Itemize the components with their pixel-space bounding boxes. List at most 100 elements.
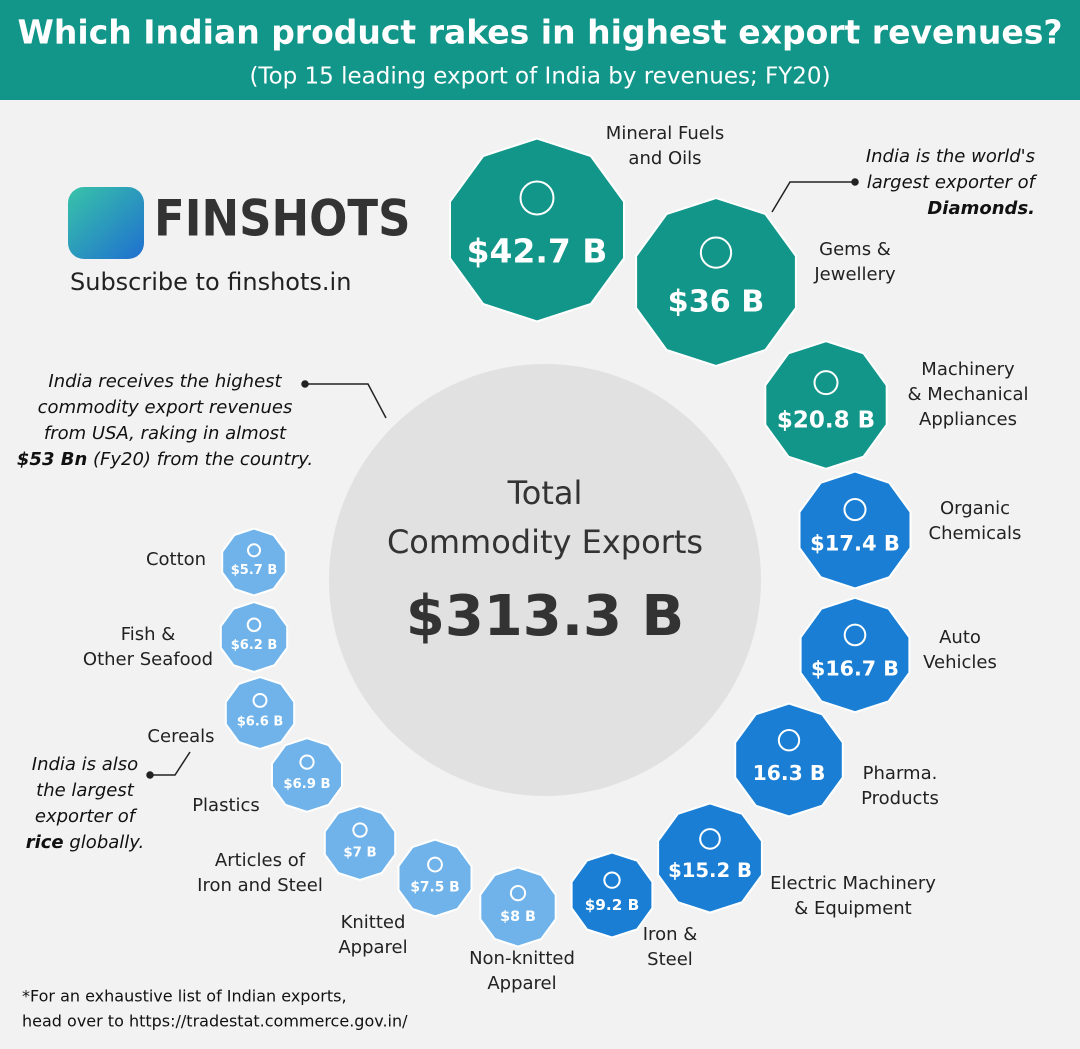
badge-icon <box>246 617 262 633</box>
badge-icon <box>509 885 527 902</box>
item-label: Electric Machinery <box>770 873 936 894</box>
annotation-line: rice globally. <box>26 832 145 853</box>
badge-icon <box>813 370 839 396</box>
badge-value: $17.4 B <box>810 531 900 556</box>
item-label: Fish & <box>121 624 176 645</box>
logo <box>68 187 144 259</box>
export-badge <box>224 675 296 751</box>
annotation-line: India receives the highest <box>48 371 282 392</box>
item-label: Other Seafood <box>83 649 213 670</box>
export-badge <box>397 838 473 918</box>
item-label: Non-knitted <box>469 948 575 969</box>
item-label: Auto <box>939 627 981 648</box>
export-badge <box>657 802 763 914</box>
total-label: Commodity Exports <box>387 523 703 561</box>
badge-icon <box>603 871 621 889</box>
annotation-line: exporter of <box>35 806 138 827</box>
item-label: Products <box>861 788 939 809</box>
badge-icon <box>246 543 262 558</box>
item-label: Jewellery <box>813 264 896 285</box>
badge-value: $42.7 B <box>467 231 608 270</box>
badge-value: $15.2 B <box>668 859 752 882</box>
title: Which Indian product rakes in highest ex… <box>17 13 1062 52</box>
annotation-text: Diamonds. <box>927 198 1035 219</box>
annotation-line: from USA, raking in almost <box>44 423 287 444</box>
badge-value: $6.6 B <box>237 714 284 729</box>
annotation-line: India is also <box>32 754 138 775</box>
subtitle: (Top 15 leading export of India by reven… <box>249 64 830 90</box>
annotation-line: $53 Bn (Fy20) from the country. <box>17 449 313 470</box>
export-badge <box>764 340 888 470</box>
annotation-line: Diamonds. <box>927 198 1035 219</box>
item-label: Pharma. <box>863 763 938 784</box>
export-badge <box>570 851 654 939</box>
export-badge <box>271 737 343 813</box>
export-badge <box>221 527 287 597</box>
item-label: Chemicals <box>929 523 1022 544</box>
badge-icon <box>699 828 721 850</box>
export-badge <box>479 866 557 948</box>
badge-icon <box>777 729 801 752</box>
annotation-text: commodity export revenues <box>38 397 293 418</box>
item-label: and Oils <box>628 148 701 169</box>
export-badge <box>798 470 912 590</box>
item-label: Plastics <box>192 795 260 816</box>
total-circle <box>329 364 761 796</box>
footnote: *For an exhaustive list of Indian export… <box>22 987 408 1031</box>
item-label: Vehicles <box>923 652 997 673</box>
item-label: Cereals <box>147 726 214 747</box>
export-badge <box>323 804 397 882</box>
badge-value: $5.7 B <box>231 563 278 578</box>
item-label: Iron and Steel <box>197 875 323 896</box>
badge-value: $8 B <box>500 909 536 925</box>
annotation-text: (Fy20) from the country. <box>87 449 313 470</box>
item-label: Cotton <box>146 549 206 570</box>
item-label: Appliances <box>919 409 1017 430</box>
brand-name: FINSHOTS <box>154 190 410 248</box>
badge-icon <box>299 754 315 770</box>
brand-tagline: Subscribe to finshots.in <box>70 268 351 296</box>
item-label: Knitted <box>341 912 406 933</box>
annotation-text: the largest <box>36 780 135 801</box>
badge-value: 16.3 B <box>753 761 826 785</box>
item-label: Apparel <box>338 937 407 958</box>
annotation-text: India receives the highest <box>48 371 282 392</box>
item-label: Mineral Fuels <box>606 123 724 144</box>
badge-icon <box>843 498 867 522</box>
annotation-line: largest exporter of <box>867 172 1038 193</box>
badge-icon <box>352 822 368 838</box>
item-label: Articles of <box>215 850 306 871</box>
badge-value: $20.8 B <box>777 407 875 433</box>
badge-icon <box>843 623 867 647</box>
annotation-line: India is the world's <box>866 146 1035 167</box>
badge-icon <box>699 236 733 269</box>
header-band <box>0 0 1080 100</box>
total-label: Total <box>507 474 583 512</box>
export-badge <box>449 137 625 323</box>
badge-value: $7 B <box>343 845 376 860</box>
footnote-line: *For an exhaustive list of Indian export… <box>22 987 347 1006</box>
item-label: Iron & <box>643 924 698 945</box>
badge-value: $36 B <box>668 285 765 320</box>
export-badge <box>734 702 844 818</box>
export-badge <box>799 596 911 714</box>
item-label: Machinery <box>921 359 1015 380</box>
annotation-line: the largest <box>36 780 135 801</box>
item-label: Organic <box>940 498 1010 519</box>
annotation-text: India is also <box>32 754 138 775</box>
item-label: & Equipment <box>794 898 911 919</box>
badge-value: $6.9 B <box>283 777 330 792</box>
badge-value: $16.7 B <box>811 656 899 680</box>
annotation-text: from USA, raking in almost <box>44 423 287 444</box>
badge-icon <box>519 180 555 216</box>
item-label: Steel <box>647 949 693 970</box>
badge-icon <box>252 692 268 708</box>
badge-icon <box>427 856 443 873</box>
annotation-text: India is the world's <box>866 146 1035 167</box>
item-label: Apparel <box>487 973 556 994</box>
badge-value: $7.5 B <box>410 880 459 896</box>
connectors <box>146 178 859 779</box>
annotation-text: largest exporter of <box>867 172 1038 193</box>
annotation-line: commodity export revenues <box>38 397 293 418</box>
